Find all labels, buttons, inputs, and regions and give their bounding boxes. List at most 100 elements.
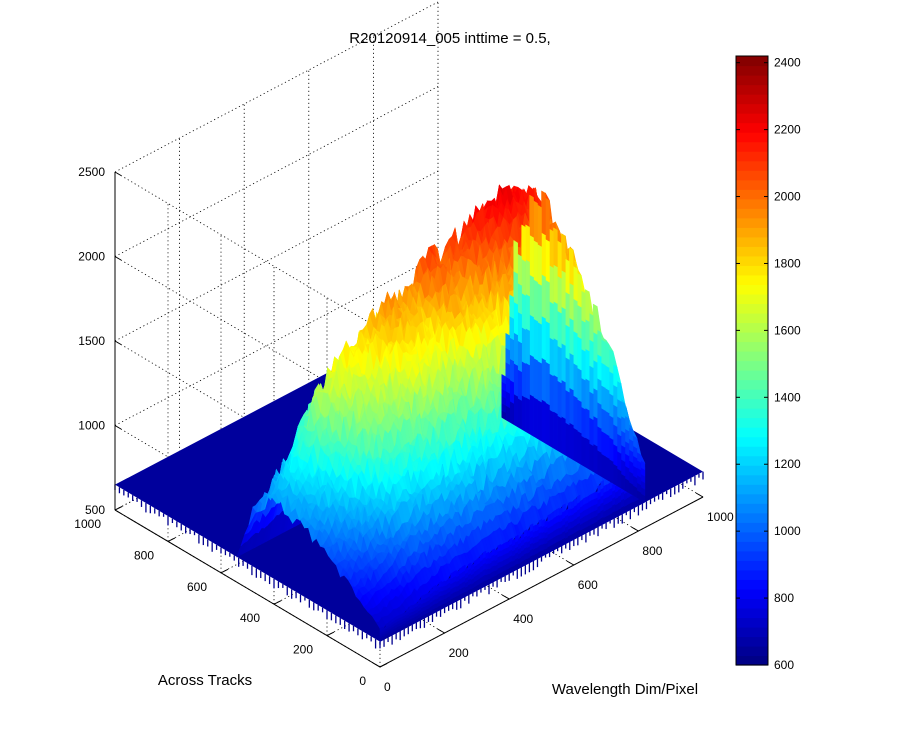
colorbar-swatch	[736, 246, 768, 257]
colorbar-tick-label: 2000	[774, 190, 801, 204]
surface-skirt	[517, 311, 522, 344]
surface-skirt	[549, 409, 554, 449]
surface-skirt	[616, 415, 622, 437]
surface-skirt	[562, 503, 566, 513]
surface-skirt	[513, 240, 518, 274]
surface-skirt	[541, 519, 546, 528]
surface-skirt	[557, 380, 562, 419]
surface-skirt	[537, 360, 542, 403]
surface-skirt	[559, 507, 563, 516]
surface-skirt	[525, 362, 530, 400]
colorbar-swatch	[736, 427, 768, 438]
surface-skirt	[533, 200, 538, 243]
surface-skirt	[596, 353, 602, 381]
x-tick	[501, 594, 510, 600]
surface-skirt	[588, 493, 593, 502]
surface-skirt	[529, 234, 534, 278]
surface-skirt	[533, 239, 538, 283]
surface-skirt	[525, 396, 530, 435]
colorbar-swatch	[736, 465, 768, 476]
surface-skirt	[549, 264, 554, 305]
surface-skirt	[612, 384, 618, 408]
surface-skirt	[521, 258, 526, 296]
surface-skirt	[600, 430, 606, 457]
surface-skirt	[549, 336, 554, 377]
surface-skirt	[432, 584, 437, 592]
surface-skirt	[503, 541, 507, 550]
colorbar-swatch	[736, 607, 768, 619]
y-tick-label: 600	[187, 580, 207, 594]
z-tick-label: 1500	[78, 334, 105, 348]
surface-skirt	[537, 399, 542, 442]
surface-skirt	[565, 324, 570, 360]
surface-skirt	[584, 407, 590, 441]
surface-skirt	[521, 292, 526, 330]
surface-skirt	[577, 272, 582, 308]
colorbar-swatch	[736, 408, 768, 419]
x-tick-label: 600	[578, 578, 598, 592]
surface-skirt	[584, 318, 590, 352]
colorbar-swatch	[736, 588, 768, 599]
surface-skirt	[561, 269, 566, 310]
colorbar-swatch	[736, 94, 768, 105]
surface-skirt	[573, 298, 578, 334]
surface-skirt	[604, 432, 610, 459]
z-tick-label: 1000	[78, 419, 105, 433]
surface-skirt	[577, 367, 582, 403]
surface-skirt	[533, 278, 538, 322]
x-tick	[437, 628, 445, 634]
surface-skirt	[521, 394, 526, 433]
colorbar-swatch	[736, 579, 768, 590]
y-tick-label: 800	[134, 548, 154, 562]
surface-skirt	[573, 265, 578, 302]
surface-skirt	[620, 401, 626, 419]
surface-skirt	[569, 352, 574, 391]
surface-skirt	[608, 392, 614, 418]
surface-skirt	[608, 414, 614, 440]
surface-skirt	[577, 398, 582, 434]
surface-skirt	[620, 444, 626, 463]
x-tick-label: 200	[449, 646, 469, 660]
grid-line	[114, 171, 381, 330]
surface-skirt	[545, 279, 550, 324]
surface-skirt	[482, 550, 487, 559]
surface-skirt	[620, 415, 626, 434]
surface-skirt	[592, 303, 598, 335]
surface-skirt	[585, 495, 590, 504]
surface-skirt	[592, 443, 598, 475]
surface-skirt	[526, 529, 531, 538]
surface-skirt	[596, 449, 602, 477]
surface-skirt	[596, 329, 602, 357]
surface-skirt	[561, 379, 566, 420]
surface-skirt	[549, 373, 554, 413]
surface-skirt	[565, 422, 570, 458]
surface-skirt	[529, 314, 534, 358]
surface-skirt	[606, 483, 610, 492]
surface-skirt	[596, 425, 602, 453]
surface-skirt	[584, 289, 590, 322]
colorbar-swatch	[736, 236, 768, 247]
surface-skirt	[525, 293, 530, 332]
surface-skirt	[545, 197, 550, 242]
surface-skirt	[553, 410, 558, 451]
surface-skirt	[604, 341, 610, 368]
y-tick	[167, 537, 176, 542]
colorbar-tick-label: 800	[774, 591, 794, 605]
colorbar-swatch	[736, 274, 768, 285]
surface-skirt	[517, 282, 522, 315]
colorbar-tick-label: 2400	[774, 56, 801, 70]
surface-skirt	[632, 435, 638, 449]
surface-skirt	[581, 377, 586, 410]
surface-skirt	[541, 190, 546, 236]
surface-skirt	[541, 398, 546, 444]
surface-skirt	[628, 427, 634, 442]
surface-skirt	[573, 394, 578, 431]
colorbar-swatch	[736, 645, 768, 657]
colorbar-swatch	[736, 474, 768, 485]
surface-skirt	[604, 387, 610, 414]
z-tick	[114, 171, 122, 176]
colorbar-swatch	[736, 484, 768, 495]
y-tick	[114, 506, 123, 511]
surface-skirt	[612, 364, 618, 388]
x-tick	[695, 492, 704, 498]
